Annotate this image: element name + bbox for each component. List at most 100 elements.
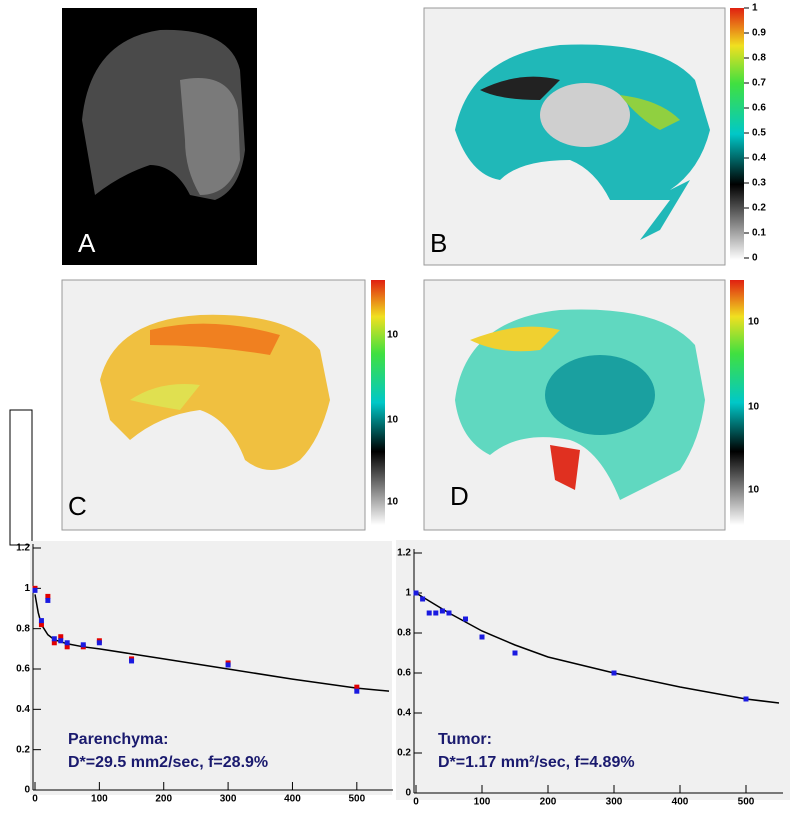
y-tick-label: 0 — [24, 785, 30, 796]
colorbar-label: 0.8 — [752, 53, 766, 64]
panel-label: D — [450, 481, 469, 511]
x-tick-label: 200 — [155, 794, 172, 805]
panel-a: A — [62, 8, 257, 265]
x-tick-label: 400 — [284, 794, 301, 805]
x-tick-label: 300 — [220, 794, 237, 805]
panel-label: B — [430, 228, 447, 258]
data-point — [38, 618, 44, 624]
data-point — [58, 638, 64, 644]
y-tick-label: 0.2 — [16, 744, 30, 755]
colorbar-label: 0.4 — [752, 153, 766, 164]
x-tick-label: 500 — [348, 794, 365, 805]
panel-label: C — [68, 491, 87, 521]
y-tick-label: 1.2 — [397, 548, 411, 559]
data-point — [743, 696, 749, 702]
colorbar-label: 10 — [748, 485, 760, 496]
colorbar-label: 0.3 — [752, 178, 766, 189]
plot-background — [30, 541, 392, 795]
map-region — [100, 314, 330, 470]
data-point — [463, 616, 468, 622]
fit-curve — [415, 592, 780, 704]
data-point — [45, 597, 51, 603]
colorbar — [730, 280, 744, 525]
y-tick-label: 1.2 — [16, 543, 30, 554]
colorbar-label: 10 — [387, 415, 399, 426]
y-tick-label: 0.6 — [397, 668, 411, 679]
colorbar-label: 10 — [387, 497, 399, 508]
y-tick-label: 0.4 — [16, 704, 30, 715]
data-point — [51, 636, 57, 642]
panel-label: A — [78, 228, 96, 258]
x-tick-label: 0 — [32, 794, 38, 805]
organ — [180, 78, 240, 195]
panel-c: C — [61, 279, 385, 531]
data-point — [446, 610, 452, 616]
data-point — [80, 642, 86, 648]
y-tick-label: 0.4 — [397, 708, 411, 719]
data-point — [64, 644, 70, 650]
data-point — [611, 670, 617, 676]
map-region — [540, 83, 630, 147]
colorbar-label: 0.2 — [752, 203, 766, 214]
data-point — [354, 684, 360, 690]
data-point — [479, 634, 485, 640]
data-point — [225, 662, 231, 668]
frame — [9, 409, 33, 546]
y-tick-label: 0.6 — [16, 664, 30, 675]
colorbar-label: 10 — [748, 317, 760, 328]
annotation: D*=29.5 mm2/sec, f=28.9% — [68, 754, 268, 771]
map-region — [150, 323, 280, 355]
map-region — [130, 384, 200, 410]
data-point — [420, 596, 426, 602]
colorbar-label: 0 — [752, 253, 758, 264]
colorbar — [730, 8, 744, 260]
annotation: D*=1.17 mm²/sec, f=4.89% — [438, 754, 635, 771]
annotation: Tumor: — [438, 731, 492, 748]
map-region — [620, 95, 680, 130]
colorbar-label: 10 — [387, 330, 399, 341]
x-tick-label: 100 — [474, 797, 491, 808]
panel-b: B — [423, 7, 744, 266]
x-tick-label: 300 — [606, 797, 623, 808]
data-point — [433, 610, 439, 616]
x-tick-label: 400 — [672, 797, 689, 808]
map-region — [470, 326, 560, 352]
x-tick-label: 0 — [413, 797, 419, 808]
y-tick-label: 0.2 — [397, 748, 411, 759]
data-point — [413, 590, 419, 596]
panel-d: D — [423, 279, 744, 531]
annotation: Parenchyma: — [68, 731, 169, 748]
x-tick-label: 500 — [738, 797, 755, 808]
data-point — [58, 634, 64, 640]
colorbar-label: 0.1 — [752, 228, 766, 239]
plot-background — [396, 540, 790, 800]
y-tick-label: 0.8 — [16, 623, 30, 634]
data-point — [45, 593, 51, 599]
x-tick-label: 200 — [540, 797, 557, 808]
data-point — [32, 587, 38, 593]
colorbar-label: 10 — [748, 402, 760, 413]
colorbar — [371, 280, 385, 525]
data-point — [96, 640, 102, 646]
colorbar-label: 0.6 — [752, 103, 766, 114]
colorbar-label: 1 — [752, 3, 758, 14]
data-point — [439, 608, 445, 614]
data-point — [129, 658, 135, 664]
map-region — [480, 76, 560, 100]
y-tick-label: 1 — [405, 588, 411, 599]
data-point — [38, 622, 44, 628]
map-region — [550, 445, 580, 490]
colorbar-label: 0.7 — [752, 78, 766, 89]
y-tick-label: 0 — [405, 788, 411, 799]
data-point — [354, 688, 360, 694]
colorbar-label: 0.5 — [752, 128, 766, 139]
data-point — [512, 650, 518, 656]
colorbar-label: 0.9 — [752, 28, 766, 39]
y-tick-label: 1 — [24, 583, 30, 594]
map-region — [545, 355, 655, 435]
data-point — [51, 640, 57, 646]
x-tick-label: 100 — [91, 794, 108, 805]
y-tick-label: 0.8 — [397, 628, 411, 639]
data-point — [426, 610, 432, 616]
data-point — [64, 640, 70, 646]
